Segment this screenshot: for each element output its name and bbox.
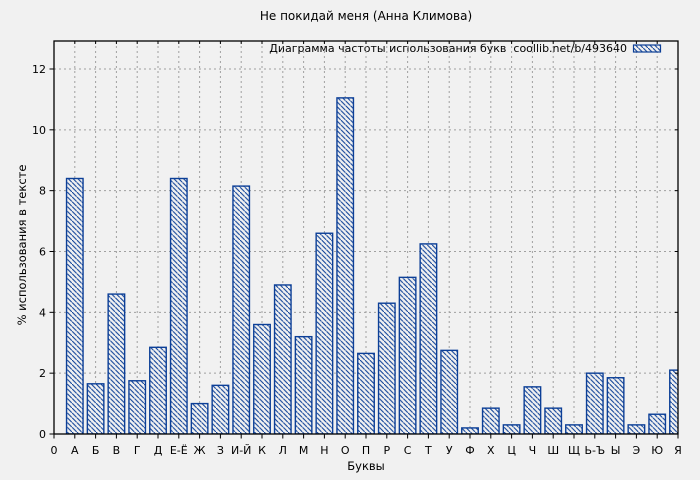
bar-У bbox=[440, 349, 459, 434]
x-tick-label-У: У bbox=[446, 444, 453, 457]
bar-Д bbox=[149, 346, 167, 434]
y-tick-label-8: 8 bbox=[39, 185, 46, 198]
x-tick-label-Ь-Ъ: Ь-Ъ bbox=[584, 444, 605, 457]
chart-title: Не покидай меня (Анна Климова) bbox=[259, 9, 473, 23]
x-tick-label-С: С bbox=[404, 444, 412, 457]
x-tick-label-Ч: Ч bbox=[529, 444, 537, 457]
bar-А bbox=[65, 177, 84, 434]
bar-Е-Ё bbox=[169, 177, 188, 434]
bar-Н bbox=[315, 232, 334, 434]
x-tick-label-Ж: Ж bbox=[194, 444, 206, 457]
axis-ticks bbox=[49, 41, 679, 439]
x-tick-label-Ю: Ю bbox=[651, 444, 663, 457]
bar-В bbox=[107, 293, 126, 434]
x-tick-label-Б: Б bbox=[92, 444, 100, 457]
x-tick-label-Н: Н bbox=[320, 444, 328, 457]
bar-О bbox=[336, 97, 355, 434]
y-tick-label-4: 4 bbox=[39, 306, 46, 319]
x-tick-label-Э: Э bbox=[633, 444, 641, 457]
bar-Ч bbox=[523, 386, 542, 434]
y-tick-label-6: 6 bbox=[39, 245, 46, 258]
legend-label: Диаграмма частоты использования букв coo… bbox=[269, 42, 627, 55]
bar-Х bbox=[481, 407, 500, 434]
bars bbox=[65, 97, 678, 434]
x-tick-label-Р: Р bbox=[383, 444, 390, 457]
bar-М bbox=[294, 335, 313, 434]
bar-З bbox=[211, 384, 230, 434]
bar-С bbox=[398, 276, 417, 434]
bar-Э bbox=[627, 424, 646, 434]
x-tick-label-В: В bbox=[113, 444, 121, 457]
bar-Р bbox=[377, 302, 396, 434]
y-tick-label-12: 12 bbox=[32, 63, 46, 76]
x-tick-label-О: О bbox=[341, 444, 350, 457]
x-tick-label-Ы: Ы bbox=[611, 444, 621, 457]
bar-Г bbox=[128, 380, 147, 434]
x-tick-label-И-Й: И-Й bbox=[231, 444, 251, 457]
x-tick-label-Х: Х bbox=[487, 444, 495, 457]
bar-Ж bbox=[190, 402, 209, 434]
bar-Б bbox=[86, 383, 105, 434]
bar-Я bbox=[669, 369, 678, 434]
x-tick-label-Г: Г bbox=[134, 444, 141, 457]
x-tick-label-М: М bbox=[299, 444, 309, 457]
bar-Ш bbox=[544, 407, 563, 434]
x-tick-label-П: П bbox=[362, 444, 370, 457]
y-tick-labels: 0 2 4 6 8 10 12 bbox=[32, 63, 46, 441]
x-tick-labels: 0 А Б В Г Д Е-Ё Ж З И-Й К Л М Н О П Р С Т У Ф Х Ц Ч Ш Щ Ь-Ъ Ы Э Ю Я bbox=[51, 444, 682, 457]
bar-Ю bbox=[648, 413, 667, 434]
x-tick-label-origin: 0 bbox=[51, 444, 58, 457]
x-tick-label-Е-Ё: Е-Ё bbox=[170, 444, 188, 457]
y-tick-label-0: 0 bbox=[39, 428, 46, 441]
x-tick-label-А: А bbox=[71, 444, 79, 457]
x-tick-label-Т: Т bbox=[424, 444, 432, 457]
bar-Л bbox=[273, 284, 292, 434]
bar-И-Й bbox=[232, 185, 251, 434]
bar-Ь-Ъ bbox=[585, 372, 604, 434]
bar-Ц bbox=[502, 424, 521, 434]
bar-Ы bbox=[606, 377, 625, 434]
y-tick-label-2: 2 bbox=[39, 367, 46, 380]
x-axis-title: Буквы bbox=[347, 459, 385, 473]
x-tick-label-Ф: Ф bbox=[465, 444, 474, 457]
x-tick-label-Я: Я bbox=[674, 444, 682, 457]
bar-Ф bbox=[461, 427, 479, 434]
x-tick-label-Ш: Ш bbox=[547, 444, 559, 457]
bar-Т bbox=[419, 243, 438, 434]
legend-swatch bbox=[632, 44, 662, 53]
bar-П bbox=[357, 352, 375, 434]
x-tick-label-Ц: Ц bbox=[507, 444, 516, 457]
bar-Щ bbox=[565, 424, 583, 434]
x-tick-label-З: З bbox=[217, 444, 224, 457]
bar-К bbox=[253, 323, 271, 434]
x-tick-label-Л: Л bbox=[279, 444, 287, 457]
x-tick-label-К: К bbox=[258, 444, 266, 457]
x-tick-label-Д: Д bbox=[154, 444, 163, 457]
x-tick-label-Щ: Щ bbox=[568, 444, 580, 457]
y-tick-label-10: 10 bbox=[32, 124, 46, 137]
